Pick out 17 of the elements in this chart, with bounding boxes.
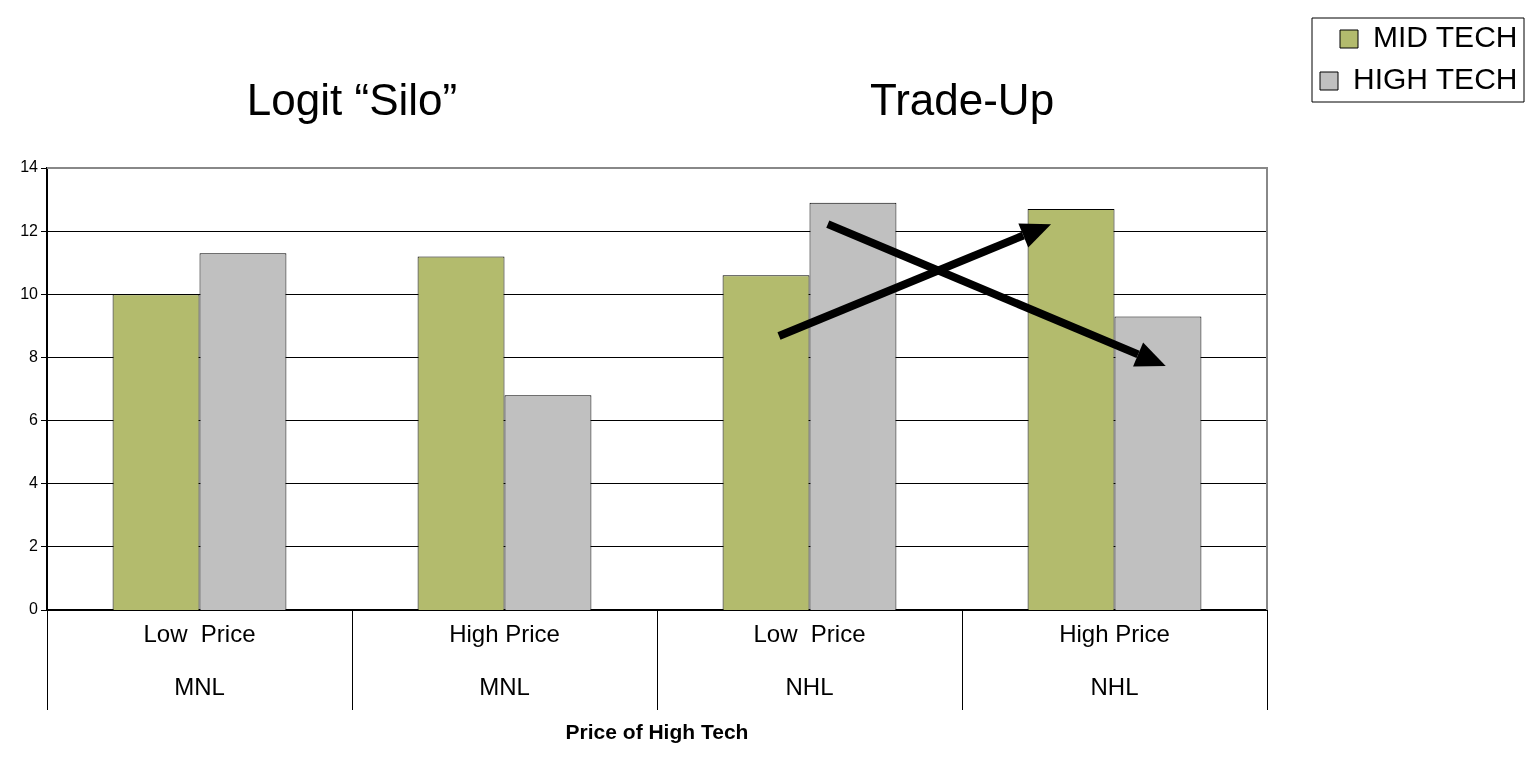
text: Logit “Silo” [246, 75, 458, 125]
y-tick-label: 0 [29, 600, 39, 618]
y-tick-label: 2 [29, 537, 39, 555]
y-tick-label: 4 [29, 474, 39, 492]
x-tick-label: Low Price NHL [753, 619, 866, 700]
y-tick-label: 6 [29, 410, 39, 428]
x-tick-label: High Price MNL [449, 619, 560, 700]
x-tick-label: Low Price MNL [143, 619, 256, 700]
x-axis-title: Price of High Tech [565, 720, 749, 744]
y-tick-label: 12 [20, 221, 39, 239]
y-tick-label: 8 [29, 347, 39, 365]
legend-label: MID TECH [1373, 20, 1518, 54]
y-tick-label: 14 [20, 158, 39, 176]
legend-label: HIGH TECH [1353, 62, 1518, 96]
x-tick-label: High Price NHL [1059, 619, 1170, 700]
y-tick-label: 10 [20, 284, 39, 302]
text: Trade-Up [869, 75, 1055, 125]
